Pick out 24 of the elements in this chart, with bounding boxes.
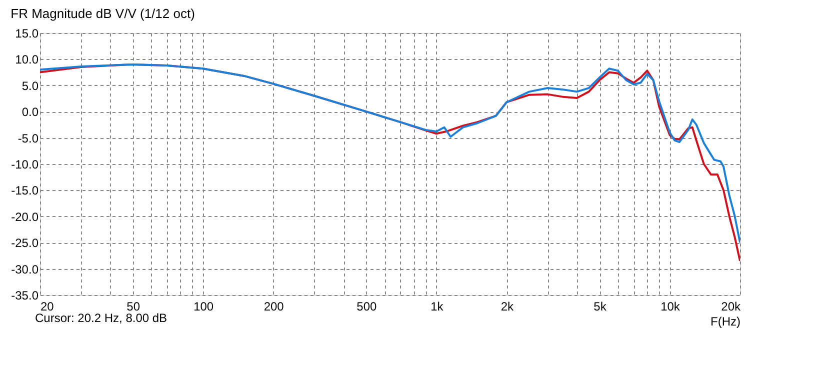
y-tick-label: 10.0 xyxy=(15,52,39,67)
y-tick-label: -25.0 xyxy=(11,236,39,250)
y-tick-label: 5.0 xyxy=(22,78,39,93)
x-tick-label: 2k xyxy=(500,300,514,314)
chart-title: FR Magnitude dB V/V (1/12 oct) xyxy=(10,6,195,21)
text: Cursor: 20.2 Hz, 8.00 dB xyxy=(35,311,168,325)
x-tick-label: 50 xyxy=(126,300,140,314)
y-tick-label: -30.0 xyxy=(11,262,39,276)
x-tick-label: 100 xyxy=(194,300,214,314)
x-tick-label: 200 xyxy=(264,300,284,314)
x-tick-label: 5k xyxy=(594,300,608,314)
y-tick-label: 15.0 xyxy=(15,26,39,40)
x-tick-label: 20 xyxy=(40,300,54,314)
x-tick-label: 1k xyxy=(430,300,444,314)
x-tick-label: 10k xyxy=(660,300,681,314)
x-tick-label: 500 xyxy=(356,300,378,314)
y-tick-label: 0.0 xyxy=(22,105,39,120)
x-tick-label: 20k xyxy=(721,300,742,314)
y-tick-label: -20.0 xyxy=(11,210,39,224)
y-tick-label: -35.0 xyxy=(11,288,39,302)
y-tick-label: -10.0 xyxy=(11,158,39,172)
y-tick-label: -5.0 xyxy=(18,131,39,146)
x-axis-title: F(Hz) xyxy=(710,314,740,328)
y-tick-label: -15.0 xyxy=(11,184,39,198)
